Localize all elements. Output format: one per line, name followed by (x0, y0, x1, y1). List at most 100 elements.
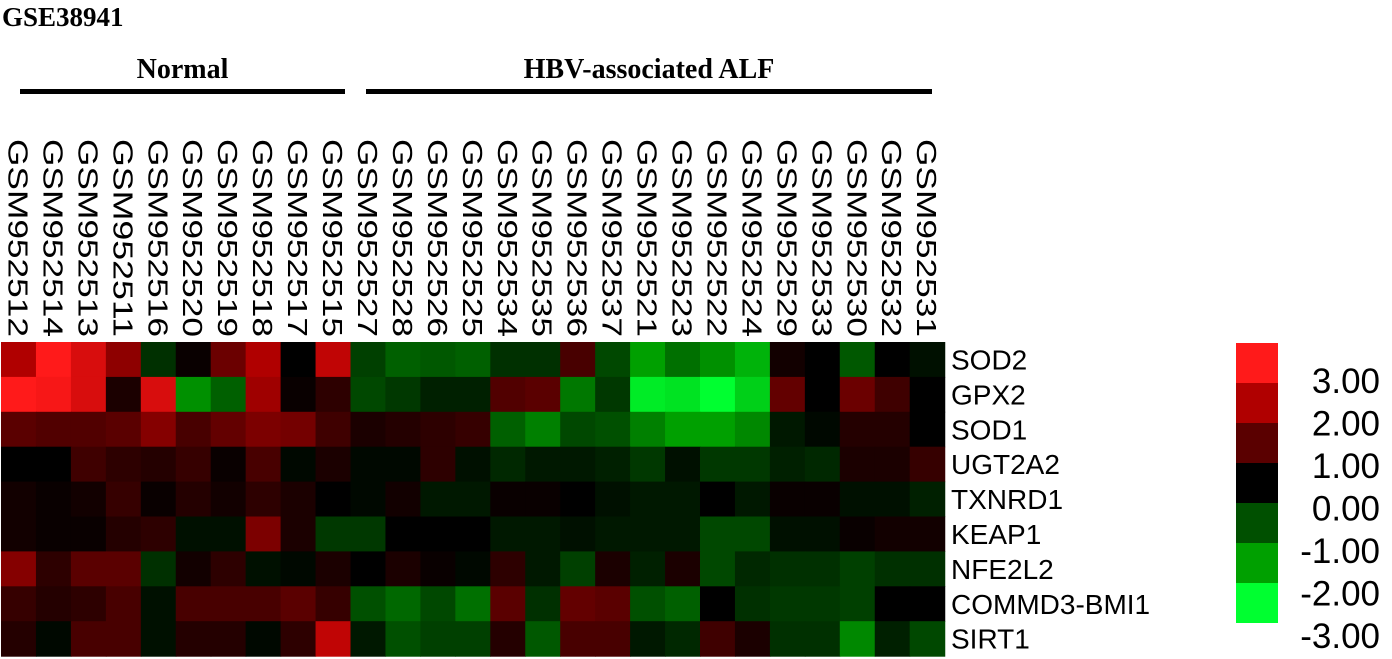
heatmap-cell (839, 342, 876, 378)
sample-label: GSM952535 (527, 139, 558, 337)
heatmap-cell (315, 342, 352, 378)
sample-label: GSM952517 (282, 139, 313, 337)
heatmap-cell (490, 481, 526, 518)
heatmap-cell (700, 411, 736, 448)
heatmap-cell (70, 342, 107, 378)
heatmap-cell (665, 376, 701, 413)
group-label-normal: Normal (136, 54, 229, 85)
heatmap-cell (665, 411, 701, 448)
heatmap-cell (490, 411, 526, 448)
heatmap-cell (420, 551, 456, 587)
heatmap-cell (175, 411, 212, 448)
heatmap-cell (280, 481, 317, 518)
heatmap-cell (874, 446, 911, 483)
heatmap-cell (385, 481, 421, 518)
heatmap-cell (630, 342, 666, 378)
heatmap-cell (280, 516, 317, 552)
heatmap-cell (665, 516, 701, 552)
heatmap-cell (140, 376, 177, 413)
heatmap-cell (140, 342, 177, 378)
gene-label: GPX2 (951, 379, 1026, 410)
sample-label: GSM952533 (806, 139, 837, 337)
heatmap-cells (1, 342, 946, 657)
heatmap-cell (35, 481, 72, 518)
heatmap-cell (245, 342, 282, 378)
sample-label: GSM952513 (72, 139, 103, 337)
heatmap-cell (490, 446, 526, 483)
heatmap-cell (804, 551, 841, 587)
heatmap-cell (420, 342, 456, 378)
sample-label: GSM952529 (771, 139, 802, 337)
heatmap-cell (455, 586, 491, 622)
heatmap-cell (105, 586, 142, 622)
gene-label: SIRT1 (951, 624, 1030, 655)
heatmap-cell (909, 411, 946, 448)
heatmap-cell (909, 551, 946, 587)
sample-label: GSM952537 (597, 139, 628, 337)
heatmap-cell (35, 586, 72, 622)
legend-tick-label: 1.00 (1312, 447, 1380, 486)
heatmap-cell (1, 376, 37, 413)
legend-swatch (1236, 343, 1278, 383)
heatmap-cell (630, 411, 666, 448)
group-bracket-hbv-alf (366, 89, 932, 94)
heatmap-cell (909, 376, 946, 413)
sample-label: GSM952523 (667, 139, 698, 337)
heatmap-cell (280, 586, 317, 622)
heatmap-cell (315, 586, 352, 622)
heatmap-cell (105, 446, 142, 483)
heatmap-cell (525, 342, 561, 378)
heatmap-cell (630, 516, 666, 552)
heatmap-cell (700, 342, 736, 378)
gene-label: KEAP1 (951, 519, 1041, 550)
heatmap-cell (210, 481, 247, 518)
heatmap-cell (385, 411, 421, 448)
heatmap-cell (420, 376, 456, 413)
heatmap-cell (210, 551, 247, 587)
heatmap-cell (455, 411, 491, 448)
heatmap-cell (420, 446, 456, 483)
heatmap-cell (909, 481, 946, 518)
heatmap-cell (665, 481, 701, 518)
heatmap-cell (769, 411, 806, 448)
heatmap-cell (350, 621, 387, 657)
heatmap-cell (595, 586, 631, 622)
heatmap-cell (175, 516, 212, 552)
heatmap-cell (560, 376, 596, 413)
heatmap-cell (70, 516, 107, 552)
heatmap-cell (560, 481, 596, 518)
heatmap-cell (525, 586, 561, 622)
heatmap-cell (1, 551, 37, 587)
heatmap-cell (455, 342, 491, 378)
heatmap-cell (280, 411, 317, 448)
heatmap-cell (35, 621, 72, 657)
legend-tick-label: -3.00 (1300, 617, 1380, 656)
heatmap-cell (560, 342, 596, 378)
heatmap-cell (420, 586, 456, 622)
heatmap-cell (874, 621, 911, 657)
heatmap-cell (350, 481, 387, 518)
heatmap-cell (700, 481, 736, 518)
heatmap-cell (245, 411, 282, 448)
gene-labels: SOD2 GPX2 SOD1 UGT2A2 TXNRD1 KEAP1 NFE2L2 COMMD… (951, 344, 1150, 654)
heatmap-cell (874, 586, 911, 622)
heatmap-cell (175, 586, 212, 622)
heatmap-cell (874, 481, 911, 518)
heatmap-cell (560, 621, 596, 657)
heatmap-cell (734, 481, 771, 518)
sample-label: GSM952528 (387, 139, 418, 337)
heatmap-cell (490, 376, 526, 413)
heatmap-cell (315, 516, 352, 552)
heatmap-cell (350, 376, 387, 413)
legend-swatch (1236, 583, 1278, 623)
heatmap-cell (175, 481, 212, 518)
sample-label: GSM952527 (352, 139, 383, 337)
heatmap-cell (734, 516, 771, 552)
heatmap-cell (490, 621, 526, 657)
heatmap-cell (595, 342, 631, 378)
heatmap-cell (525, 446, 561, 483)
heatmap-cell (595, 551, 631, 587)
heatmap-cell (245, 586, 282, 622)
heatmap-cell (630, 446, 666, 483)
